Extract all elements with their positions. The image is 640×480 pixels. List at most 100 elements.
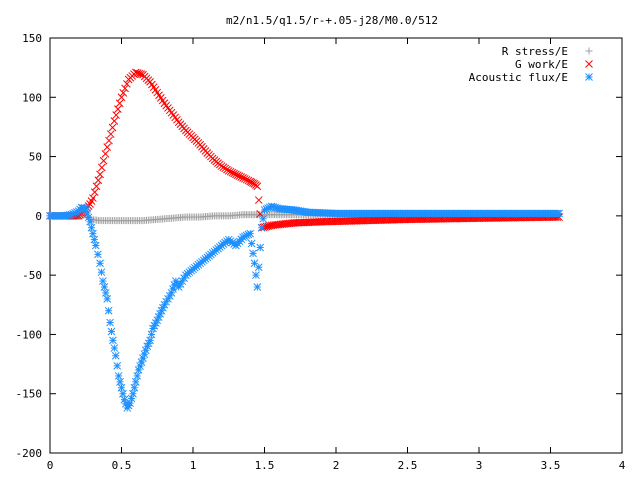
data-point (103, 295, 112, 303)
data-point-stroke (92, 182, 101, 191)
data-point-stroke (86, 217, 94, 226)
data-point (247, 239, 256, 248)
data-point (117, 93, 126, 102)
data-point-stroke (96, 170, 104, 179)
y-tick-label: 150 (22, 32, 42, 45)
data-point-stroke (256, 243, 265, 252)
data-point-stroke (287, 219, 296, 228)
y-tick-label: 100 (22, 91, 42, 104)
x-tick-label: 1.5 (255, 459, 275, 472)
data-point (257, 223, 266, 232)
data-point-stroke (105, 136, 113, 145)
data-point (104, 306, 113, 315)
data-point (100, 283, 109, 291)
data-point (101, 150, 110, 158)
data-point-stroke (224, 166, 233, 175)
x-tick-label: 3 (476, 459, 483, 472)
data-point (89, 194, 97, 202)
data-point-stroke (112, 111, 120, 119)
legend-marker (585, 73, 593, 81)
data-point-stroke (81, 204, 90, 213)
data-point-stroke (232, 170, 240, 179)
data-point-stroke (113, 361, 122, 370)
data-point-stroke (84, 213, 93, 222)
data-point-stroke (137, 358, 146, 366)
data-point (254, 263, 263, 272)
data-point-stroke (119, 88, 128, 97)
data-point-stroke (253, 283, 262, 291)
data-point (259, 214, 267, 223)
data-point-stroke (107, 327, 116, 336)
data-point-stroke (158, 96, 167, 105)
legend-label: G work/E (515, 58, 568, 71)
legend-marker-stroke (585, 73, 593, 81)
data-point-stroke (253, 182, 262, 191)
data-point-stroke (257, 223, 266, 232)
data-point (253, 283, 262, 291)
data-point (96, 170, 104, 179)
data-point-stroke (94, 250, 102, 259)
data-point-stroke (151, 86, 160, 94)
data-point (119, 88, 128, 97)
data-point-stroke (136, 362, 144, 370)
data-point (91, 241, 100, 250)
data-point (555, 209, 563, 218)
data-point (110, 117, 119, 125)
data-point (137, 70, 146, 79)
data-point-stroke (242, 175, 251, 184)
x-tick-label: 0 (47, 459, 54, 472)
data-point-stroke (123, 80, 131, 88)
data-point-stroke (146, 78, 154, 86)
data-point (107, 327, 116, 336)
data-point-stroke (106, 318, 114, 327)
data-point (92, 182, 101, 191)
data-point-stroke (90, 235, 99, 244)
data-point-stroke (148, 80, 156, 89)
data-point-stroke (167, 289, 176, 297)
data-point-stroke (90, 188, 99, 196)
data-point (127, 394, 136, 403)
data-point (94, 250, 102, 259)
data-point-stroke (111, 351, 120, 360)
data-point-stroke (99, 156, 108, 165)
data-point-stroke (246, 229, 255, 238)
data-point-stroke (115, 99, 124, 108)
data-point-stroke (267, 202, 276, 211)
data-point-stroke (555, 209, 563, 218)
data-point-stroke (96, 259, 104, 268)
data-point (89, 229, 97, 238)
data-point-stroke (87, 223, 96, 232)
x-tick-label: 4 (619, 459, 626, 472)
data-point-stroke (134, 366, 143, 374)
y-tick-label: -200 (16, 447, 43, 460)
data-point-stroke (230, 169, 238, 178)
data-point (126, 399, 134, 408)
data-point (108, 123, 117, 132)
data-point-stroke (244, 230, 253, 239)
data-point-stroke (127, 394, 136, 403)
data-point (86, 217, 94, 226)
data-point-stroke (252, 271, 260, 279)
data-point-stroke (133, 372, 142, 380)
data-point-stroke (259, 214, 267, 223)
data-point (109, 336, 117, 345)
y-tick-label: 50 (29, 151, 42, 164)
data-point-stroke (104, 306, 113, 315)
data-point (146, 336, 154, 345)
data-point (97, 163, 106, 172)
data-point (101, 289, 110, 297)
data-point (106, 130, 115, 138)
y-tick-label: -100 (16, 328, 43, 341)
y-tick-label: -150 (16, 388, 43, 401)
data-point (130, 383, 139, 392)
data-point (113, 361, 122, 370)
data-point-stroke (250, 259, 259, 268)
data-point (244, 230, 253, 239)
data-point-stroke (254, 263, 263, 272)
data-point-stroke (99, 277, 107, 285)
data-point (119, 389, 127, 398)
data-point (97, 268, 106, 277)
data-point (140, 350, 149, 359)
